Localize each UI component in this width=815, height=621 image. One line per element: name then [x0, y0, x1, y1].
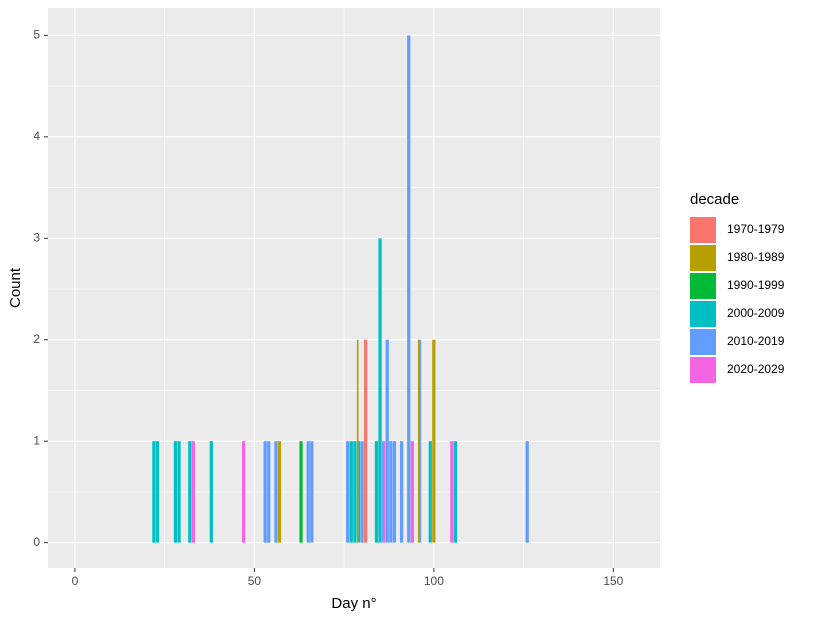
- legend-label: 2020-2029: [727, 362, 785, 376]
- bar: [263, 441, 267, 543]
- y-tick-label: 5: [33, 28, 40, 42]
- bar: [383, 441, 386, 543]
- legend-key: [690, 245, 716, 271]
- bar: [453, 441, 458, 543]
- x-tick-label: 150: [603, 574, 623, 588]
- bar: [410, 441, 414, 543]
- bar: [356, 339, 359, 543]
- bar: [525, 441, 529, 543]
- x-tick-label: 0: [72, 574, 79, 588]
- bar: [191, 441, 195, 543]
- bar: [432, 339, 436, 543]
- bar: [349, 441, 353, 543]
- legend-label: 1980-1989: [727, 250, 785, 264]
- legend-key: [690, 301, 716, 327]
- x-tick-label: 50: [248, 574, 262, 588]
- legend-key: [690, 357, 716, 383]
- bar: [358, 441, 361, 543]
- legend-label: 2000-2009: [727, 306, 785, 320]
- legend-key: [690, 217, 716, 243]
- y-axis-title: Count: [7, 267, 24, 308]
- legend-label: 2010-2019: [727, 334, 785, 348]
- legend-label: 1970-1979: [727, 222, 785, 236]
- bar: [360, 441, 364, 543]
- bar: [274, 441, 278, 543]
- bar: [277, 441, 282, 543]
- x-tick-label: 100: [424, 574, 444, 588]
- bar: [374, 441, 379, 543]
- x-axis-title: Day n°: [331, 595, 376, 612]
- bar: [152, 441, 156, 543]
- bar: [188, 441, 192, 543]
- legend-key: [690, 273, 716, 299]
- bar: [407, 35, 411, 543]
- bar: [267, 441, 271, 543]
- bar: [450, 441, 454, 543]
- bar: [353, 441, 357, 543]
- legend-title: decade: [690, 191, 739, 208]
- bar: [381, 441, 384, 543]
- legend-label: 1990-1999: [727, 278, 785, 292]
- bar: [242, 441, 246, 543]
- y-tick-label: 1: [33, 433, 40, 447]
- bar: [419, 339, 422, 543]
- bar: [392, 441, 396, 543]
- legend-key: [690, 329, 716, 355]
- y-tick-label: 0: [33, 535, 40, 549]
- bar: [399, 441, 404, 543]
- bar: [378, 238, 382, 543]
- bar: [310, 441, 314, 543]
- bar: [428, 441, 432, 543]
- bar: [389, 441, 393, 543]
- bar: [177, 441, 181, 543]
- bar: [306, 441, 310, 543]
- bar: [385, 339, 389, 543]
- bar: [209, 441, 213, 543]
- y-tick-label: 2: [33, 332, 40, 346]
- bar: [417, 339, 420, 543]
- bar: [299, 441, 303, 543]
- bar: [364, 339, 368, 543]
- y-tick-label: 3: [33, 230, 40, 244]
- bar: [173, 441, 178, 543]
- y-tick-label: 4: [33, 129, 40, 143]
- bar: [346, 441, 350, 543]
- bar: [155, 441, 160, 543]
